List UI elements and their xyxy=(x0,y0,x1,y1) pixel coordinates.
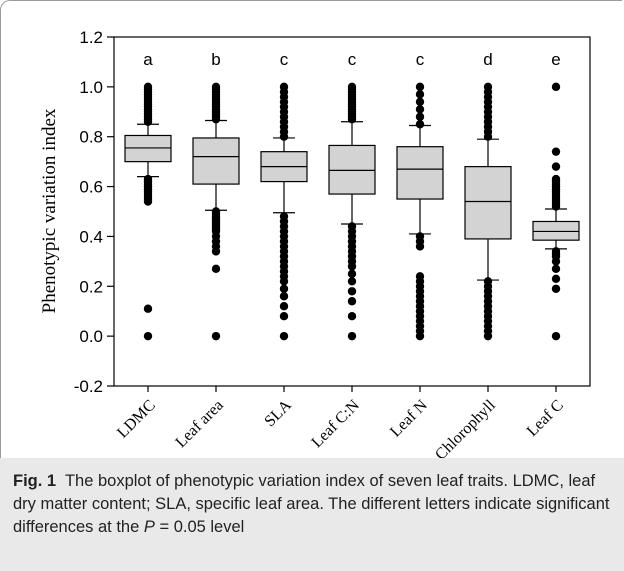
outlier-point xyxy=(279,292,289,301)
outlier-point xyxy=(551,264,561,274)
outlier-point xyxy=(551,274,561,284)
outlier-point xyxy=(415,232,425,241)
box-7 xyxy=(532,82,580,341)
box-iqr xyxy=(532,220,580,241)
outlier-point xyxy=(551,247,561,256)
significance-letter: d xyxy=(483,50,492,69)
outlier-point xyxy=(483,277,493,286)
box-2 xyxy=(192,82,240,341)
outlier-point xyxy=(279,312,289,321)
figure-caption: Fig. 1 The boxplot of phenotypic variati… xyxy=(13,470,618,539)
outlier-point xyxy=(415,105,425,114)
outlier-point xyxy=(347,82,357,92)
y-tick-label: -0.2 xyxy=(74,377,103,396)
outlier-point xyxy=(347,269,357,279)
outlier-point xyxy=(415,90,425,99)
x-category-label: Leaf C xyxy=(524,397,567,440)
x-category-label: LDMC xyxy=(114,397,159,442)
box-iqr xyxy=(396,146,444,200)
outlier-point xyxy=(551,174,561,184)
outlier-point xyxy=(279,212,289,221)
box-3 xyxy=(260,82,308,341)
outlier-point xyxy=(279,331,289,341)
outlier-point xyxy=(143,304,153,313)
x-category-label: Leaf C:N xyxy=(308,396,363,451)
outlier-point xyxy=(551,147,561,156)
y-axis-label: Phenotypic variation index xyxy=(39,108,60,313)
outlier-point xyxy=(415,112,425,121)
box-iqr xyxy=(124,134,172,163)
caption-text-1: The boxplot of phenotypic variation inde… xyxy=(13,472,610,536)
outlier-point xyxy=(211,264,221,274)
outlier-point xyxy=(143,331,153,341)
outlier-point xyxy=(415,97,425,107)
caption-text-2: = 0.05 level xyxy=(154,518,245,536)
box-6 xyxy=(464,82,512,341)
outlier-point xyxy=(211,331,221,341)
x-category-label: SLA xyxy=(261,396,295,430)
significance-letter: c xyxy=(280,50,289,69)
outlier-point xyxy=(347,222,357,231)
outlier-point xyxy=(279,284,289,293)
outlier-point xyxy=(279,82,289,92)
box-4 xyxy=(328,82,376,341)
outlier-point xyxy=(347,277,357,286)
y-tick-label: 0.8 xyxy=(79,128,103,147)
significance-letter: e xyxy=(551,50,560,69)
box-1 xyxy=(124,82,172,341)
box-iqr xyxy=(328,144,376,195)
significance-letter: c xyxy=(416,50,425,69)
y-tick-label: 0.4 xyxy=(79,227,103,246)
y-ticks: -0.2 0.0 0.2 0.4 0.6 0.8 1.0 1.2 xyxy=(74,28,114,396)
outlier-point xyxy=(347,312,357,321)
significance-letter: b xyxy=(211,50,220,69)
outlier-point xyxy=(279,302,289,311)
y-tick-label: 0.6 xyxy=(79,178,103,197)
outlier-point xyxy=(347,297,357,306)
outlier-point xyxy=(143,82,153,92)
caption-fig-label: Fig. 1 xyxy=(13,472,57,490)
caption-p-symbol: P xyxy=(143,518,155,536)
y-tick-label: 1.0 xyxy=(79,78,103,97)
significance-letter: c xyxy=(348,50,357,69)
outlier-point xyxy=(347,331,357,341)
significance-letter: a xyxy=(143,50,153,69)
outlier-point xyxy=(551,331,561,341)
y-tick-label: 1.2 xyxy=(79,28,103,47)
caption-box xyxy=(0,458,624,571)
boxplot-chart: -0.2 0.0 0.2 0.4 0.6 0.8 1.0 1.2 a b c c c d e LDMC Le… xyxy=(39,28,591,460)
outlier-point xyxy=(415,82,425,92)
x-category-label: Chlorophyll xyxy=(432,396,499,460)
outlier-point xyxy=(211,207,221,216)
box-iqr xyxy=(464,166,512,240)
outlier-point xyxy=(551,162,561,171)
x-category-label: Leaf area xyxy=(172,397,226,451)
box-5 xyxy=(396,82,444,341)
x-category-label: Leaf N xyxy=(387,396,431,440)
outlier-point xyxy=(143,174,153,184)
outlier-point xyxy=(483,82,493,92)
outlier-point xyxy=(211,82,221,92)
outlier-point xyxy=(551,82,561,92)
box-iqr xyxy=(192,137,240,185)
outlier-point xyxy=(415,272,425,281)
boxes xyxy=(124,82,580,341)
x-category-labels: LDMC Leaf area SLA Leaf C:N Leaf N Chlorophyl… xyxy=(114,386,567,460)
y-tick-label: 0.0 xyxy=(79,327,103,346)
outlier-point xyxy=(551,284,561,293)
y-tick-label: 0.2 xyxy=(79,277,103,296)
outlier-point xyxy=(347,287,357,296)
outlier-point xyxy=(415,120,425,129)
